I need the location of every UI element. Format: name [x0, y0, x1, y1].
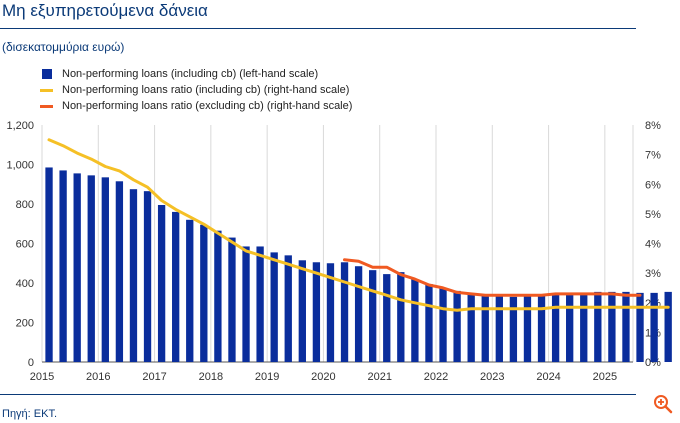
npl-bar: [439, 287, 447, 362]
npl-bar: [214, 230, 222, 362]
y-left-tick-label: 800: [16, 199, 34, 211]
npl-bar: [200, 224, 208, 362]
zoom-in-icon[interactable]: [652, 393, 674, 415]
source-note: Πηγή: ΕΚΤ.: [2, 408, 58, 420]
npl-bar: [256, 246, 264, 362]
npl-bar: [87, 175, 95, 362]
npl-bar: [481, 294, 489, 362]
x-tick-label: 2017: [142, 371, 166, 383]
x-tick-label: 2024: [536, 371, 560, 383]
x-tick-label: 2021: [367, 371, 391, 383]
npl-bar: [143, 191, 152, 362]
npl-bar: [650, 292, 658, 362]
y-left-tick-label: 1,200: [6, 120, 34, 132]
legend-swatch-bars: [42, 69, 52, 79]
x-tick-label: 2025: [593, 371, 617, 383]
npl-bar: [298, 260, 306, 362]
npl-bar: [354, 266, 363, 362]
npl-bar: [228, 237, 236, 362]
npl-bar: [115, 181, 124, 362]
npl-bar: [397, 272, 405, 362]
legend-item-ratio-incl: Non-performing loans ratio (including cb…: [40, 82, 352, 98]
x-tick-label: 2015: [30, 371, 54, 383]
npl-bar: [411, 279, 419, 362]
legend-item-bars: Non-performing loans (including cb) (lef…: [40, 66, 352, 82]
npl-bar: [594, 291, 602, 362]
npl-bar: [172, 211, 180, 362]
chart-subtitle: (δισεκατομμύρια ευρώ): [2, 40, 125, 54]
y-left-tick-label: 200: [16, 318, 34, 330]
legend-item-ratio-excl: Non-performing loans ratio (excluding cb…: [40, 98, 352, 114]
npl-bar: [608, 291, 616, 362]
x-tick-label: 2023: [480, 371, 504, 383]
npl-bar: [186, 219, 194, 362]
npl-bar: [425, 283, 433, 362]
npl-bar: [523, 295, 532, 362]
npl-bar: [157, 204, 166, 362]
npl-bar: [551, 294, 560, 362]
npl-bar: [73, 173, 81, 362]
y-right-tick-label: 3%: [645, 268, 661, 280]
x-tick-label: 2020: [311, 371, 335, 383]
legend-swatch-ratio-incl: [40, 88, 53, 92]
x-tick-label: 2016: [86, 371, 110, 383]
y-right-tick-label: 7%: [645, 150, 661, 162]
chart-title: Μη εξυπηρετούμενα δάνεια: [2, 1, 208, 20]
y-right-tick-label: 8%: [645, 120, 661, 132]
npl-bar: [59, 170, 67, 362]
x-tick-label: 2018: [199, 371, 223, 383]
legend-label-bars: Non-performing loans (including cb) (lef…: [62, 68, 319, 80]
x-tick-label: 2022: [424, 371, 448, 383]
y-right-tick-label: 4%: [645, 239, 661, 251]
ratio-excluding-cb-line: [343, 258, 642, 297]
y-right-tick-label: 5%: [645, 209, 661, 221]
chart-legend: Non-performing loans (including cb) (lef…: [40, 66, 352, 114]
x-tick-label: 2019: [255, 371, 279, 383]
y-right-tick-label: 6%: [645, 179, 661, 191]
npl-bar: [326, 263, 335, 362]
npl-bar: [340, 262, 349, 362]
npl-bar: [453, 290, 461, 362]
npl-bar: [537, 295, 546, 362]
npl-bar: [467, 293, 475, 362]
legend-label-ratio-incl: Non-performing loans ratio (including cb…: [62, 84, 350, 96]
y-left-tick-label: 600: [16, 239, 34, 251]
npl-bar: [566, 293, 574, 362]
y-left-tick-label: 1,000: [6, 160, 34, 172]
npl-bar: [369, 270, 377, 362]
npl-bar: [45, 167, 53, 362]
npl-chart: 02004006008001,0001,2000%1%2%3%4%5%6%7%8…: [6, 120, 672, 383]
npl-bar: [383, 274, 391, 362]
legend-swatch-ratio-excl: [40, 104, 53, 108]
npl-bar: [495, 295, 503, 362]
npl-bar: [509, 296, 518, 362]
npl-bar: [270, 252, 278, 362]
y-left-tick-label: 400: [16, 278, 34, 290]
ratio-including-cb-line: [47, 138, 670, 312]
npl-bar: [101, 177, 109, 362]
title-divider: [0, 28, 636, 29]
npl-bar: [622, 291, 630, 362]
legend-label-ratio-excl: Non-performing loans ratio (excluding cb…: [62, 100, 353, 112]
npl-bar: [664, 291, 672, 362]
y-left-tick-label: 0: [28, 357, 34, 369]
footer-divider: [0, 394, 636, 395]
npl-bar: [242, 246, 250, 362]
npl-bar: [129, 189, 138, 362]
npl-bar: [312, 262, 321, 362]
npl-bar: [636, 292, 644, 362]
npl-bar: [580, 292, 588, 362]
npl-bar: [284, 255, 292, 362]
